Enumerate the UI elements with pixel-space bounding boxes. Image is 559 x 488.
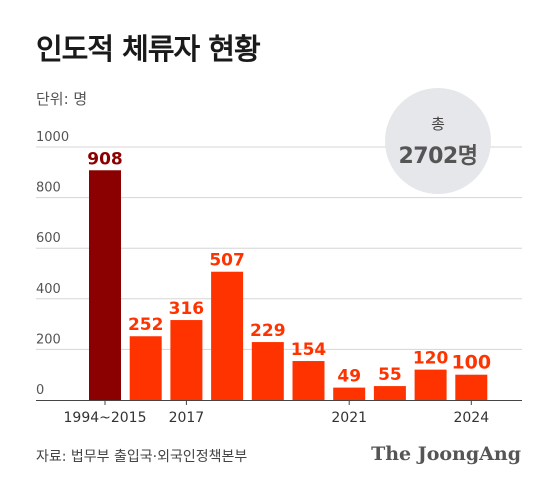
bar (333, 387, 366, 400)
y-tick-label: 200 (36, 332, 61, 347)
chart-title: 인도적 체류자 현황 (36, 32, 261, 66)
y-tick-labels: 0 200 400 600 800 1000 (36, 130, 69, 398)
total-badge: 총 2702명 (385, 88, 491, 194)
data-label: 154 (291, 340, 327, 360)
x-tick-label: 2017 (169, 410, 205, 426)
bar (211, 271, 244, 400)
x-tick-label: 2021 (331, 410, 367, 426)
data-label: 49 (337, 367, 361, 387)
y-tick-label: 800 (36, 181, 61, 196)
data-label: 55 (378, 365, 402, 385)
unit-label: 단위: 명 (36, 90, 88, 108)
data-label: 229 (250, 321, 286, 341)
source-note: 자료: 법무부 출입국·외국인정책본부 (36, 449, 248, 465)
bar (129, 336, 162, 400)
total-value: 2702명 (398, 143, 478, 169)
data-label: 908 (87, 149, 123, 169)
data-label: 100 (451, 352, 491, 374)
y-tick-label: 400 (36, 282, 61, 297)
bar (414, 369, 447, 400)
x-tick-label: 2024 (453, 410, 489, 426)
data-label: 507 (209, 251, 245, 271)
bar (89, 170, 121, 400)
data-label: 252 (128, 315, 164, 335)
bar (292, 361, 325, 400)
bar (455, 374, 488, 400)
data-label: 120 (413, 349, 449, 369)
brand-logo: The JoongAng (371, 443, 521, 465)
data-label: 316 (169, 299, 205, 319)
x-tick-labels: 1994~2015 2017 2021 2024 (64, 400, 489, 426)
bar (170, 320, 203, 400)
y-tick-label: 600 (36, 231, 61, 246)
y-tick-label: 0 (36, 383, 44, 398)
y-tick-label: 1000 (36, 130, 69, 145)
total-label: 총 (431, 114, 445, 133)
bars (89, 170, 488, 400)
bar (251, 342, 284, 400)
x-tick-label: 1994~2015 (64, 410, 147, 426)
bar (373, 386, 406, 400)
